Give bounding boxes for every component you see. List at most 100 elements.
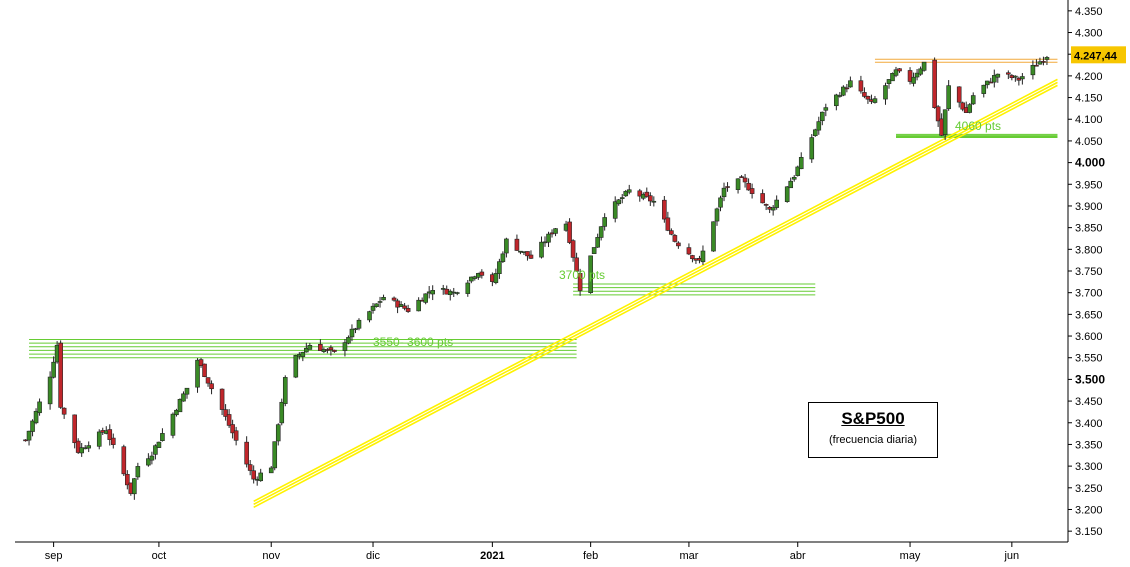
candle: [398, 301, 404, 307]
candle: [282, 375, 288, 407]
candle: [349, 324, 355, 342]
candle-body: [595, 237, 600, 248]
candle-body: [33, 410, 39, 424]
y-tick-label: 4.000: [1075, 156, 1105, 170]
candle-body: [834, 94, 839, 107]
candle: [588, 255, 593, 294]
candle-body: [79, 447, 84, 454]
candle-body: [342, 342, 348, 351]
candle-body: [812, 129, 818, 137]
y-tick-label: 3.700: [1075, 288, 1103, 300]
candle: [612, 196, 618, 223]
candle: [181, 391, 186, 402]
candle: [872, 95, 878, 104]
trendline: [253, 78, 1058, 502]
candle: [956, 86, 962, 108]
candle: [367, 310, 372, 323]
candle: [897, 68, 902, 73]
y-tick-label: 3.600: [1075, 331, 1103, 343]
candle: [1006, 70, 1011, 80]
candle: [760, 189, 765, 204]
candle-body: [848, 80, 853, 88]
candle: [911, 72, 916, 87]
candle: [258, 468, 264, 482]
candle: [669, 228, 674, 236]
candle-body: [567, 221, 572, 243]
y-tick-label: 3.150: [1075, 526, 1103, 538]
candle-body: [1037, 61, 1043, 65]
candle-body: [381, 297, 386, 301]
candle-body: [72, 414, 77, 444]
candle: [156, 441, 162, 448]
candle: [834, 93, 839, 111]
candle-body: [454, 292, 460, 294]
candle: [528, 250, 534, 259]
candle: [205, 377, 211, 387]
candle-body: [816, 121, 822, 131]
candle: [293, 354, 299, 379]
candle-body: [528, 254, 534, 259]
candle-body: [468, 276, 474, 282]
candle: [841, 85, 846, 97]
candle: [514, 234, 520, 251]
candle-body: [588, 255, 593, 294]
candle: [637, 188, 643, 202]
candle-body: [988, 81, 994, 84]
candle: [890, 72, 895, 82]
candle: [391, 296, 397, 302]
candle-body: [1041, 61, 1046, 63]
candle-body: [26, 430, 32, 441]
candle-body: [553, 228, 558, 234]
candle-body: [198, 359, 204, 366]
candle: [121, 444, 127, 477]
candle: [160, 428, 165, 442]
x-tick-label: abr: [790, 550, 806, 562]
candle-body: [795, 166, 801, 176]
candle-body: [897, 68, 902, 72]
candle: [30, 419, 35, 437]
candle: [914, 69, 920, 81]
candle-body: [497, 261, 502, 274]
candle-body: [184, 387, 190, 395]
candle-body: [282, 377, 288, 404]
candle-body: [942, 109, 948, 135]
candle-body: [304, 347, 309, 353]
zone-label: 3700 pts: [559, 268, 605, 282]
candle-body: [353, 328, 358, 331]
candle-body: [307, 344, 313, 350]
candle-body: [402, 305, 407, 309]
candle-body: [791, 176, 797, 180]
candle-body: [911, 76, 916, 84]
candle-body: [760, 193, 765, 204]
candle: [177, 398, 183, 413]
candle-body: [970, 95, 976, 105]
candle: [370, 302, 376, 314]
candle: [662, 196, 667, 223]
candle-body: [746, 182, 751, 191]
candle-body: [749, 188, 755, 194]
candle: [763, 203, 769, 211]
candle: [58, 340, 63, 409]
candle: [75, 438, 81, 454]
last-price-label: 4.247,44: [1074, 50, 1118, 62]
candle-body: [51, 361, 56, 378]
candle: [454, 291, 460, 296]
candle: [1030, 60, 1036, 80]
candle: [690, 254, 695, 263]
candle-body: [1030, 64, 1036, 76]
candle-body: [356, 319, 362, 329]
candle: [648, 192, 653, 206]
candle-body: [774, 199, 779, 208]
candle: [918, 66, 923, 76]
candle-body: [96, 431, 102, 447]
candle-body: [598, 226, 604, 238]
candle: [33, 408, 39, 425]
candle: [665, 211, 671, 232]
candle: [848, 76, 853, 88]
candle-body: [332, 349, 337, 352]
candle-body: [107, 429, 113, 440]
candle-body: [872, 98, 878, 103]
candle-body: [739, 176, 744, 178]
candle-body: [714, 208, 720, 222]
candle: [735, 178, 741, 194]
